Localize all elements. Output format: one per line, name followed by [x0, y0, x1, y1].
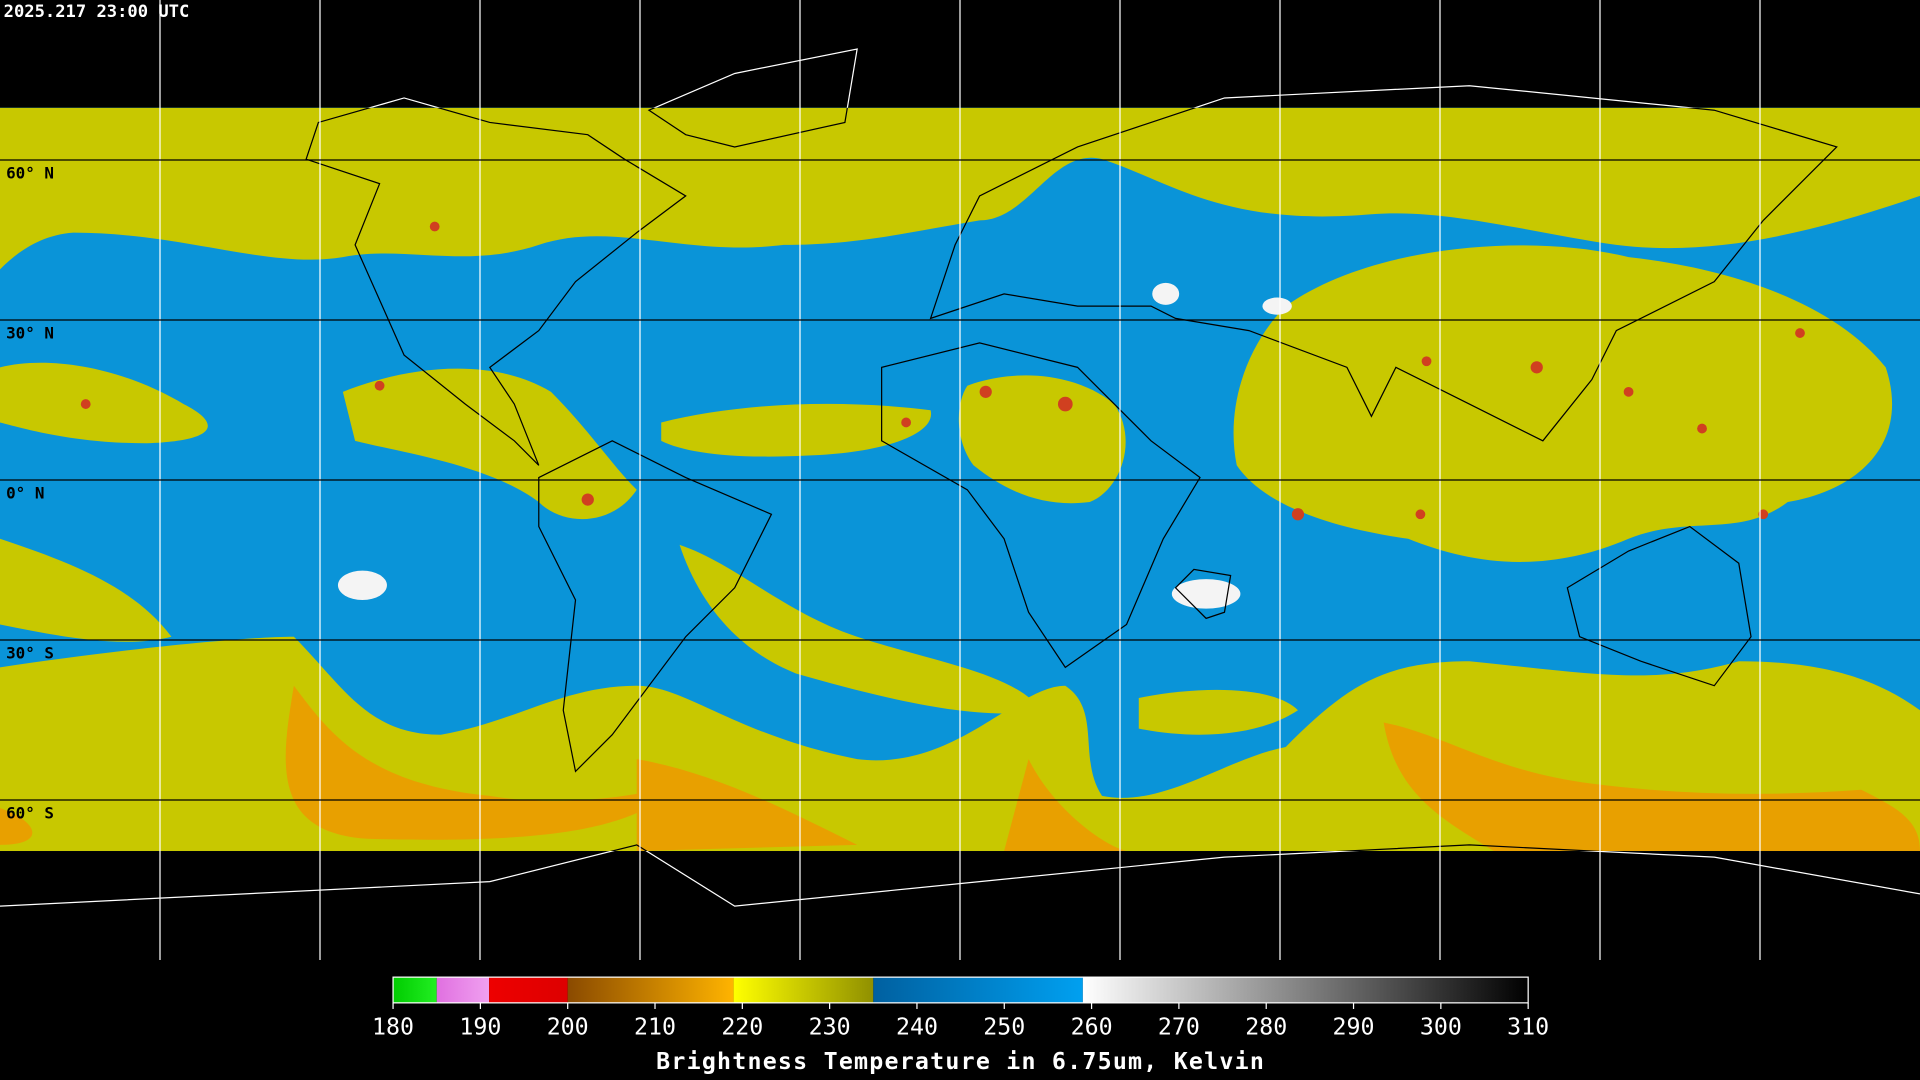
colorbar-segment: [873, 977, 1083, 1003]
colorbar-tick-label: 200: [547, 1014, 589, 1041]
latitude-label: 0° N: [6, 483, 44, 502]
colorbar-tick-label: 230: [809, 1014, 851, 1041]
colorbar-title: Brightness Temperature in 6.75um, Kelvin: [656, 1048, 1265, 1075]
colorbar-tick-label: 260: [1071, 1014, 1113, 1041]
colorbar-tick-label: 280: [1245, 1014, 1287, 1041]
colorbar-frame: [392, 976, 1529, 1004]
colorbar-tick-label: 180: [372, 1014, 414, 1041]
colorbar-segment: [393, 977, 437, 1003]
latitude-label: 60° N: [6, 163, 54, 182]
colorbar-tick-label: 310: [1507, 1014, 1549, 1041]
latitude-label: 60° S: [6, 803, 54, 822]
colorbar-segment: [436, 977, 490, 1003]
colorbar-segment: [489, 977, 568, 1003]
colorbar-tick-label: 300: [1420, 1014, 1462, 1041]
dry-cold-regions: [0, 685, 1920, 852]
colorbar-segment: [567, 977, 734, 1003]
colorbar-tick-label: 270: [1158, 1014, 1200, 1041]
colorbar-tick-label: 250: [983, 1014, 1025, 1041]
colorbar-tick-label: 220: [721, 1014, 763, 1041]
convective-cores: [80, 221, 1805, 521]
graticule: 60° N 30° N 0° N 30° S 60° S: [0, 0, 1920, 960]
colorbar-tick-label: 290: [1333, 1014, 1375, 1041]
timestamp: 2025.217 23:00 UTC: [4, 2, 190, 22]
colorbar-segment: [1082, 977, 1529, 1003]
latitude-label: 30° N: [6, 323, 54, 342]
colorbar-tick-label: 210: [634, 1014, 676, 1041]
colorbar-segment: [733, 977, 874, 1003]
colorbar-tick-label: 240: [896, 1014, 938, 1041]
colorbar-tick-label: 190: [459, 1014, 501, 1041]
coastlines: [0, 48, 1920, 907]
latitude-label: 30° S: [6, 643, 54, 662]
colorbar: 180 190 200 210 220 230 240 250 260 270 280 290 300 3…: [372, 976, 1549, 1075]
